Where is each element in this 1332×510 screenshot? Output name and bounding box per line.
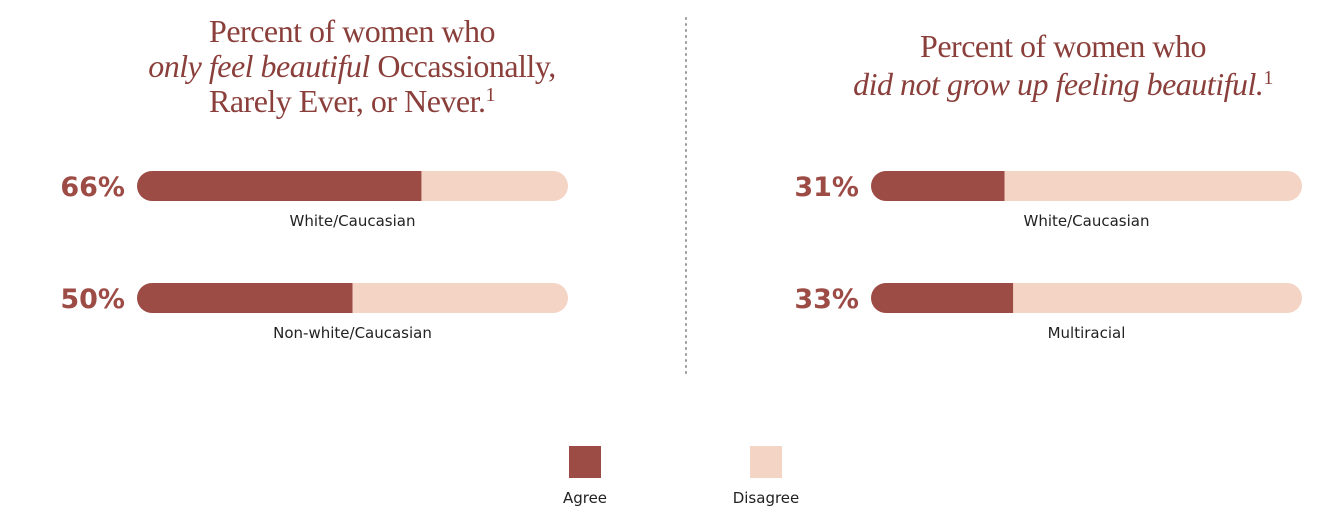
value-label: 50% xyxy=(60,284,125,315)
category-label: Non-white/Caucasian xyxy=(273,324,432,342)
title-run: Rarely Ever, or Never. xyxy=(209,83,485,119)
bar-segment xyxy=(1004,171,1302,201)
footnote-mark: 1 xyxy=(485,84,495,106)
bar-segment xyxy=(871,171,1005,201)
bar-segment xyxy=(871,283,1014,313)
legend-swatch xyxy=(569,446,601,478)
bar-segment xyxy=(421,171,568,201)
legend-label: Disagree xyxy=(733,489,800,507)
chart-title: Percent of women who xyxy=(920,28,1206,64)
bar xyxy=(137,283,568,313)
value-label: 33% xyxy=(794,284,859,315)
title-run: only feel beautiful xyxy=(148,48,370,84)
bar-segment xyxy=(352,283,568,313)
bar-segment xyxy=(137,171,422,201)
chart-title: Rarely Ever, or Never.1 xyxy=(209,83,495,119)
title-run: Percent of women who xyxy=(920,28,1206,64)
bar-segment xyxy=(1013,283,1302,313)
bar xyxy=(871,171,1302,201)
bar-segment xyxy=(137,283,353,313)
title-run: Percent of women who xyxy=(209,13,495,49)
title-run: Occassionally, xyxy=(370,48,556,84)
value-label: 31% xyxy=(794,172,859,203)
chart-title: Percent of women who xyxy=(209,13,495,49)
category-label: White/Caucasian xyxy=(290,212,416,230)
chart-title: only feel beautiful Occassionally, xyxy=(148,48,555,84)
footnote-mark: 1 xyxy=(1263,67,1273,89)
value-label: 66% xyxy=(60,172,125,203)
legend-label: Agree xyxy=(563,489,607,507)
title-run: did not grow up feeling beautiful. xyxy=(853,66,1263,102)
bar xyxy=(871,283,1302,313)
legend-swatch xyxy=(750,446,782,478)
category-label: Multiracial xyxy=(1048,324,1126,342)
bar xyxy=(137,171,568,201)
chart-title: did not grow up feeling beautiful.1 xyxy=(853,66,1273,102)
category-label: White/Caucasian xyxy=(1024,212,1150,230)
